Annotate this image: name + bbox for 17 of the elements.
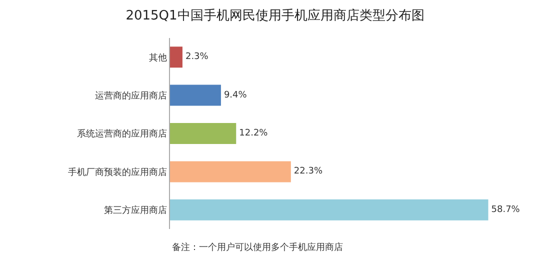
- data-label: 2.3%: [185, 52, 209, 62]
- bar: [170, 161, 291, 182]
- y-tick-label: 手机厂商预装的应用商店: [68, 166, 168, 178]
- y-tick-label: 第三方应用商店: [104, 205, 168, 216]
- text: 备注：一个用户可以使用多个手机应用商店: [172, 242, 343, 253]
- y-tick-label: 运营商的应用商店: [95, 90, 168, 102]
- bar: [170, 46, 182, 68]
- y-tick-label: 其他: [149, 52, 168, 64]
- bar: [170, 199, 488, 220]
- data-label: 22.3%: [294, 166, 323, 177]
- data-label: 9.4%: [224, 90, 248, 100]
- data-label: 12.2%: [239, 128, 268, 139]
- chart-title: 2015Q1中国手机网民使用手机应用商店类型分布图: [126, 8, 424, 24]
- bar: [170, 123, 236, 144]
- y-tick-label: 系统运营商的应用商店: [77, 128, 168, 140]
- data-label: 58.7%: [491, 204, 520, 215]
- bar: [170, 84, 221, 106]
